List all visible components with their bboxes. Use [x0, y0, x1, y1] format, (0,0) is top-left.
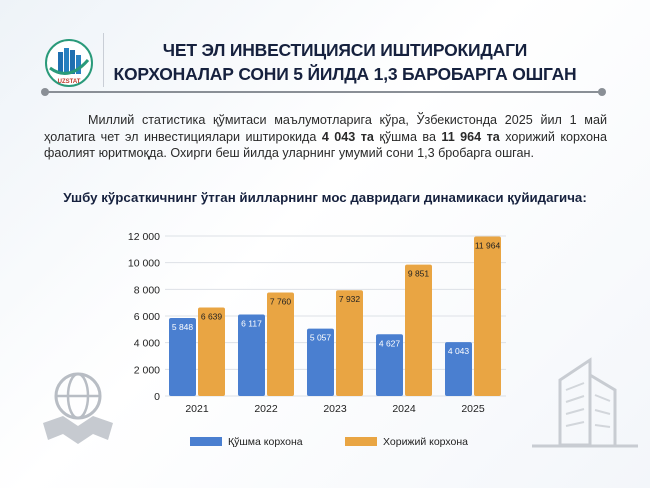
data-label: 4 043: [448, 346, 470, 356]
legend-label: Хорижий корхона: [383, 436, 468, 448]
globe-handshake-icon: [43, 372, 113, 444]
data-label: 6 639: [201, 311, 223, 321]
intro-paragraph: Миллий статистика қўмитаси маълумотлариг…: [44, 113, 608, 160]
data-label: 9 851: [408, 269, 430, 279]
x-tick-label: 2023: [323, 403, 347, 415]
bar: [405, 264, 432, 396]
y-tick-label: 12 000: [128, 231, 160, 243]
legend-swatch: [190, 437, 222, 446]
bar: [376, 334, 403, 396]
y-tick-label: 4 000: [134, 338, 160, 350]
y-tick-label: 6 000: [134, 311, 160, 323]
page-title: ЧЕТ ЭЛ ИНВЕСТИЦИЯСИ ИШТИРОКИДАГИ КОРХОНА…: [110, 38, 580, 86]
data-label: 7 760: [270, 297, 292, 307]
legend-swatch: [345, 437, 377, 446]
y-tick-label: 8 000: [134, 284, 160, 296]
bar: [238, 314, 265, 396]
data-label: 4 627: [379, 338, 401, 348]
data-label: 5 848: [172, 322, 194, 332]
bar: [445, 342, 472, 396]
y-tick-label: 0: [154, 391, 160, 403]
y-tick-label: 2 000: [134, 364, 160, 376]
x-tick-label: 2025: [461, 403, 485, 415]
x-tick-label: 2021: [185, 403, 209, 415]
header-separator: [103, 33, 104, 87]
bar: [198, 307, 225, 396]
data-label: 7 932: [339, 294, 361, 304]
svg-text:UZSTAT: UZSTAT: [58, 79, 81, 85]
chart-subtitle: Ушбу кўрсаткичнинг ўтган йилларнинг мос …: [63, 190, 587, 205]
title-line-2: КОРХОНАЛАР СОНИ 5 ЙИЛДА 1,3 БАРОБАРГА ОШ…: [113, 64, 577, 84]
legend-label: Қўшма корхона: [228, 436, 303, 448]
data-label: 11 964: [475, 240, 501, 250]
bar: [474, 236, 501, 396]
divider-dot: [598, 88, 606, 96]
divider-dot: [41, 88, 49, 96]
x-tick-label: 2024: [392, 403, 416, 415]
bar: [267, 292, 294, 396]
x-tick-label: 2022: [254, 403, 278, 415]
title-line-1: ЧЕТ ЭЛ ИНВЕСТИЦИЯСИ ИШТИРОКИДАГИ: [162, 40, 528, 60]
data-label: 6 117: [241, 318, 262, 328]
building-icon: [532, 357, 638, 448]
divider: [44, 91, 602, 93]
data-label: 5 057: [310, 333, 332, 343]
y-tick-label: 10 000: [128, 258, 160, 270]
bar: [169, 318, 196, 396]
bar: [307, 328, 334, 396]
uzstat-logo: UZSTAT: [45, 39, 93, 87]
bar: [336, 290, 363, 396]
